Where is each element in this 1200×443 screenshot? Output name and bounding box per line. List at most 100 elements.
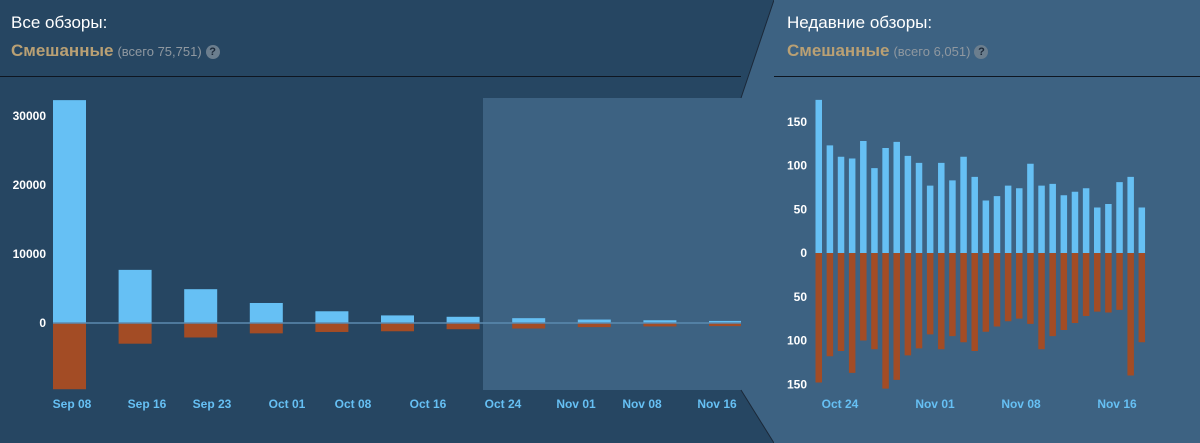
positive-bar[interactable] bbox=[982, 200, 990, 254]
positive-bar[interactable] bbox=[1082, 188, 1090, 253]
positive-bar[interactable] bbox=[381, 315, 414, 323]
negative-bar[interactable] bbox=[971, 253, 978, 351]
recent-reviews-chart[interactable]: 150 100 50 0 50 100 150 Oct 24 Nov 01 Nov 08 Nov 1… bbox=[774, 0, 1200, 443]
positive-bar[interactable] bbox=[882, 148, 889, 253]
positive-bar[interactable] bbox=[848, 158, 856, 254]
positive-bar[interactable] bbox=[860, 141, 867, 253]
positive-bar[interactable] bbox=[926, 185, 934, 253]
x-tick-label: Nov 16 bbox=[1097, 397, 1137, 411]
positive-bar[interactable] bbox=[893, 141, 900, 253]
positive-bar[interactable] bbox=[1016, 188, 1023, 253]
negative-bar[interactable] bbox=[826, 253, 834, 357]
positive-bar[interactable] bbox=[1094, 207, 1101, 254]
negative-bar[interactable] bbox=[1138, 253, 1146, 343]
x-tick-label: Oct 24 bbox=[485, 397, 522, 411]
y-tick-label: 150 bbox=[787, 115, 807, 129]
positive-bar[interactable] bbox=[184, 289, 218, 323]
positive-bar[interactable] bbox=[1027, 163, 1034, 253]
positive-bar[interactable] bbox=[1071, 191, 1079, 253]
negative-bar[interactable] bbox=[1094, 253, 1101, 312]
negative-bar[interactable] bbox=[446, 323, 480, 330]
y-tick-label: 10000 bbox=[13, 247, 47, 261]
positive-bar[interactable] bbox=[871, 168, 878, 253]
negative-bar[interactable] bbox=[577, 323, 611, 328]
negative-bar[interactable] bbox=[381, 323, 414, 332]
positive-bar[interactable] bbox=[577, 319, 611, 323]
negative-bar[interactable] bbox=[1038, 253, 1045, 350]
negative-bar[interactable] bbox=[848, 253, 856, 373]
positive-bar[interactable] bbox=[512, 318, 546, 323]
negative-bar[interactable] bbox=[960, 253, 967, 343]
negative-bar[interactable] bbox=[949, 253, 956, 337]
positive-bar[interactable] bbox=[446, 316, 480, 323]
negative-bar[interactable] bbox=[815, 253, 823, 383]
negative-bar[interactable] bbox=[53, 323, 86, 390]
negative-bar[interactable] bbox=[512, 323, 546, 329]
all-reviews-chart[interactable]: 30000 20000 10000 0 Sep 08 Sep 16 Sep 23 Oct 01… bbox=[0, 0, 750, 443]
recent-period-highlight bbox=[483, 98, 741, 390]
negative-bar[interactable] bbox=[926, 253, 934, 335]
positive-bar[interactable] bbox=[643, 320, 677, 323]
negative-bar[interactable] bbox=[860, 253, 867, 341]
positive-bar[interactable] bbox=[815, 99, 823, 253]
positive-bar[interactable] bbox=[1105, 204, 1112, 253]
negative-bar[interactable] bbox=[1071, 253, 1079, 323]
negative-bar[interactable] bbox=[1105, 253, 1112, 313]
positive-bar[interactable] bbox=[249, 302, 283, 323]
negative-bar[interactable] bbox=[871, 253, 878, 350]
negative-bar[interactable] bbox=[1004, 253, 1012, 322]
negative-bar[interactable] bbox=[118, 323, 152, 344]
positive-bar[interactable] bbox=[949, 180, 956, 253]
positive-bar[interactable] bbox=[315, 311, 349, 323]
negative-bar[interactable] bbox=[184, 323, 218, 338]
negative-bar[interactable] bbox=[982, 253, 990, 332]
negative-bar[interactable] bbox=[904, 253, 912, 356]
negative-bar[interactable] bbox=[1116, 253, 1123, 310]
negative-bar[interactable] bbox=[315, 323, 349, 332]
positive-bar[interactable] bbox=[1116, 182, 1123, 253]
negative-bar[interactable] bbox=[1127, 253, 1134, 376]
positive-bar[interactable] bbox=[709, 320, 742, 323]
positive-bar[interactable] bbox=[960, 156, 967, 253]
negative-bar[interactable] bbox=[643, 323, 677, 327]
help-icon[interactable]: ? bbox=[205, 45, 220, 59]
negative-bar[interactable] bbox=[1049, 253, 1056, 337]
positive-bar[interactable] bbox=[1049, 183, 1056, 253]
y-tick-label: 150 bbox=[787, 377, 807, 391]
negative-bar[interactable] bbox=[1027, 253, 1034, 324]
positive-bar[interactable] bbox=[971, 176, 978, 253]
recent-reviews-divider bbox=[774, 76, 1200, 77]
recent-reviews-total: (всего 6,051) bbox=[893, 44, 971, 59]
recent-reviews-summary[interactable]: Смешанные bbox=[787, 41, 890, 60]
positive-bar[interactable] bbox=[118, 269, 152, 323]
positive-bar[interactable] bbox=[837, 156, 845, 253]
positive-bar[interactable] bbox=[993, 196, 1001, 253]
negative-bar[interactable] bbox=[915, 253, 923, 349]
positive-bar[interactable] bbox=[826, 145, 834, 253]
negative-bar[interactable] bbox=[1060, 253, 1068, 330]
x-tick-label: Nov 08 bbox=[1001, 397, 1041, 411]
positive-bar[interactable] bbox=[53, 100, 86, 323]
positive-bar[interactable] bbox=[938, 162, 945, 253]
negative-bar[interactable] bbox=[837, 253, 845, 351]
negative-bar[interactable] bbox=[709, 323, 742, 327]
negative-bar[interactable] bbox=[893, 253, 900, 380]
positive-bar[interactable] bbox=[1138, 207, 1146, 254]
positive-bar[interactable] bbox=[904, 155, 912, 253]
positive-bar[interactable] bbox=[915, 162, 923, 253]
positive-bar[interactable] bbox=[1127, 176, 1134, 253]
negative-bar[interactable] bbox=[882, 253, 889, 389]
negative-bar[interactable] bbox=[1082, 253, 1090, 316]
x-tick-label: Nov 01 bbox=[915, 397, 955, 411]
help-icon[interactable]: ? bbox=[974, 45, 989, 59]
negative-bar[interactable] bbox=[993, 253, 1001, 327]
positive-bar[interactable] bbox=[1038, 185, 1045, 253]
recent-reviews-panel: Недавние обзоры: Смешанные (всего 6,051)?… bbox=[774, 0, 1200, 443]
x-tick-label: Oct 01 bbox=[269, 397, 306, 411]
all-reviews-summary[interactable]: Смешанные bbox=[11, 41, 114, 60]
negative-bar[interactable] bbox=[938, 253, 945, 350]
negative-bar[interactable] bbox=[249, 323, 283, 334]
positive-bar[interactable] bbox=[1060, 195, 1068, 253]
negative-bar[interactable] bbox=[1016, 253, 1023, 319]
positive-bar[interactable] bbox=[1004, 185, 1012, 253]
